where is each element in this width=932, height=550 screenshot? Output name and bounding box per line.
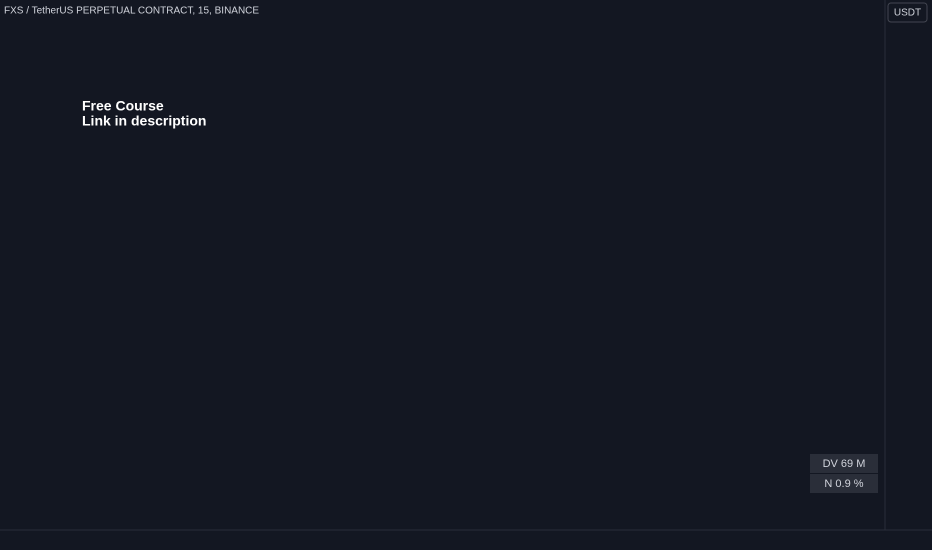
currency-button[interactable] (887, 2, 928, 23)
indicator-label: N 0.9 % (824, 478, 863, 490)
annotation-text: Free Course (82, 98, 164, 114)
currency-label[interactable]: USDT (894, 8, 921, 19)
price-axis (885, 0, 932, 550)
indicator-box (810, 474, 878, 493)
chart-title: FXS / TetherUS PERPETUAL CONTRACT, 15, B… (4, 6, 259, 17)
annotation-text: Link in description (82, 113, 206, 129)
indicator-label: DV 69 M (823, 458, 866, 470)
indicator-box (810, 454, 878, 473)
